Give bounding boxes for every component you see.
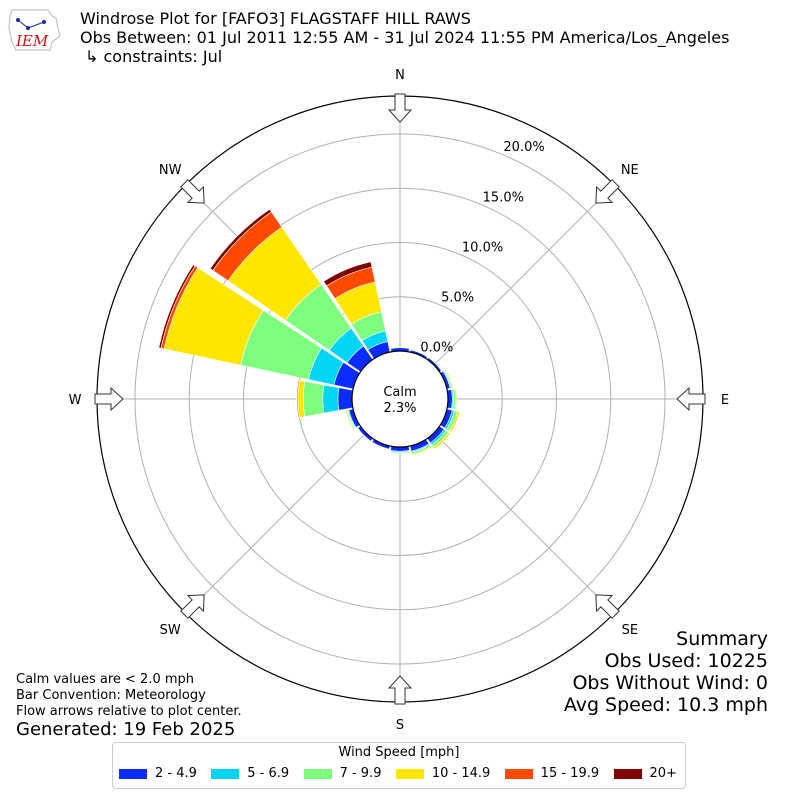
compass-label-nw: NW — [159, 163, 182, 178]
flow-arrow-icon — [180, 594, 205, 619]
legend-item: 5 - 6.9 — [211, 766, 289, 781]
windrose-bar-nw — [209, 208, 272, 271]
windrose-bar-se — [432, 431, 451, 450]
chart-title: Windrose Plot for [FAFO3] FLAGSTAFF HILL… — [80, 9, 471, 28]
windrose-bar-w — [337, 387, 354, 411]
legend-label: 20+ — [649, 766, 677, 781]
summary-block: Summary Obs Used: 10225 Obs Without Wind… — [564, 628, 768, 716]
legend-label: 15 - 19.9 — [540, 766, 600, 781]
legend-items: 2 - 4.9 5 - 6.9 7 - 9.9 10 - 14.9 15 - 19.9 2… — [113, 760, 685, 781]
flow-arrow-icon — [387, 675, 413, 705]
windrose-bar-ese — [448, 410, 461, 433]
angular-gridline — [433, 184, 615, 366]
windrose-bar-nnw — [323, 261, 373, 287]
avg-speed: Avg Speed: 10.3 mph — [563, 694, 768, 716]
bar-convention-note: Bar Convention: Meteorology — [16, 688, 206, 703]
windrose-bar-wsw — [345, 409, 355, 430]
legend: Wind Speed [mph] 2 - 4.9 5 - 6.9 7 - 9.9 10… — [112, 742, 686, 789]
summary-title: Summary — [676, 628, 768, 650]
radial-tick-label: 5.0% — [441, 291, 474, 306]
legend-item: 7 - 9.9 — [303, 766, 382, 781]
legend-swatch — [119, 768, 147, 779]
chart-subtitle: Obs Between: 01 Jul 2011 12:55 AM - 31 J… — [80, 28, 730, 47]
windrose-bar-sse — [411, 446, 432, 456]
compass-label-e: E — [721, 393, 729, 408]
logo-text: IEM — [15, 32, 49, 50]
obs-without-wind: Obs Without Wind: 0 — [572, 672, 768, 694]
radial-tick-label: 0.0% — [420, 341, 453, 356]
flow-arrow-icon — [676, 386, 706, 412]
legend-swatch — [504, 768, 533, 779]
legend-swatch — [613, 768, 642, 779]
legend-title: Wind Speed [mph] — [338, 745, 460, 760]
flow-arrow-icon — [94, 386, 124, 412]
windrose-bar-ene — [444, 368, 454, 389]
calm-circle — [351, 350, 449, 448]
notes-block: Calm values are < 2.0 mph Bar Convention… — [16, 672, 242, 720]
legend-item: 15 - 19.9 — [504, 766, 600, 781]
legend-label: 10 - 14.9 — [431, 766, 491, 781]
flow-arrow-note: Flow arrows relative to plot center. — [16, 704, 242, 719]
radial-tick-label: 15.0% — [483, 190, 524, 205]
angular-gridline — [185, 432, 367, 614]
legend-item: 10 - 14.9 — [395, 766, 491, 781]
windrose-bar-e — [454, 388, 457, 410]
flow-arrow-icon — [595, 179, 620, 204]
calm-label: Calm — [383, 385, 416, 400]
compass-label-w: W — [69, 393, 82, 408]
chart-title-block: Windrose Plot for [FAFO3] FLAGSTAFF HILL… — [80, 9, 729, 66]
legend-label: 5 - 6.9 — [247, 766, 290, 781]
compass-label-se: SE — [622, 623, 638, 638]
windrose-bar-wnw — [158, 264, 196, 349]
windrose-bar-w — [322, 384, 340, 414]
flow-arrow-icon — [387, 93, 413, 123]
legend-item: 20+ — [613, 766, 677, 781]
radial-tick-label: 10.0% — [462, 240, 503, 255]
compass-label-n: N — [395, 68, 405, 83]
windrose-bar-w — [302, 381, 325, 417]
flow-arrow-icon — [180, 179, 205, 204]
legend-swatch — [211, 768, 240, 779]
compass-label-ne: NE — [621, 163, 639, 178]
radial-tick-label: 20.0% — [503, 140, 544, 155]
calm-note: Calm values are < 2.0 mph — [16, 672, 195, 687]
legend-swatch — [303, 768, 332, 779]
constraints-label: ↳ constraints: Jul — [85, 47, 223, 66]
angular-gridline — [433, 432, 615, 614]
legend-label: 2 - 4.9 — [155, 766, 197, 781]
windrose-bar-s — [389, 451, 411, 454]
flow-arrow-icon — [595, 594, 620, 619]
windrose-bar-w — [296, 379, 300, 419]
legend-label: 7 - 9.9 — [339, 766, 382, 781]
compass-label-sw: SW — [160, 623, 181, 638]
iem-logo: IEM — [8, 9, 61, 51]
obs-used: Obs Used: 10225 — [604, 650, 768, 672]
generated-date: Generated: 19 Feb 2025 — [16, 719, 236, 740]
calm-value: 2.3% — [383, 401, 416, 416]
compass-label-s: S — [396, 718, 404, 733]
legend-item: 2 - 4.9 — [119, 766, 197, 781]
legend-swatch — [395, 768, 424, 779]
